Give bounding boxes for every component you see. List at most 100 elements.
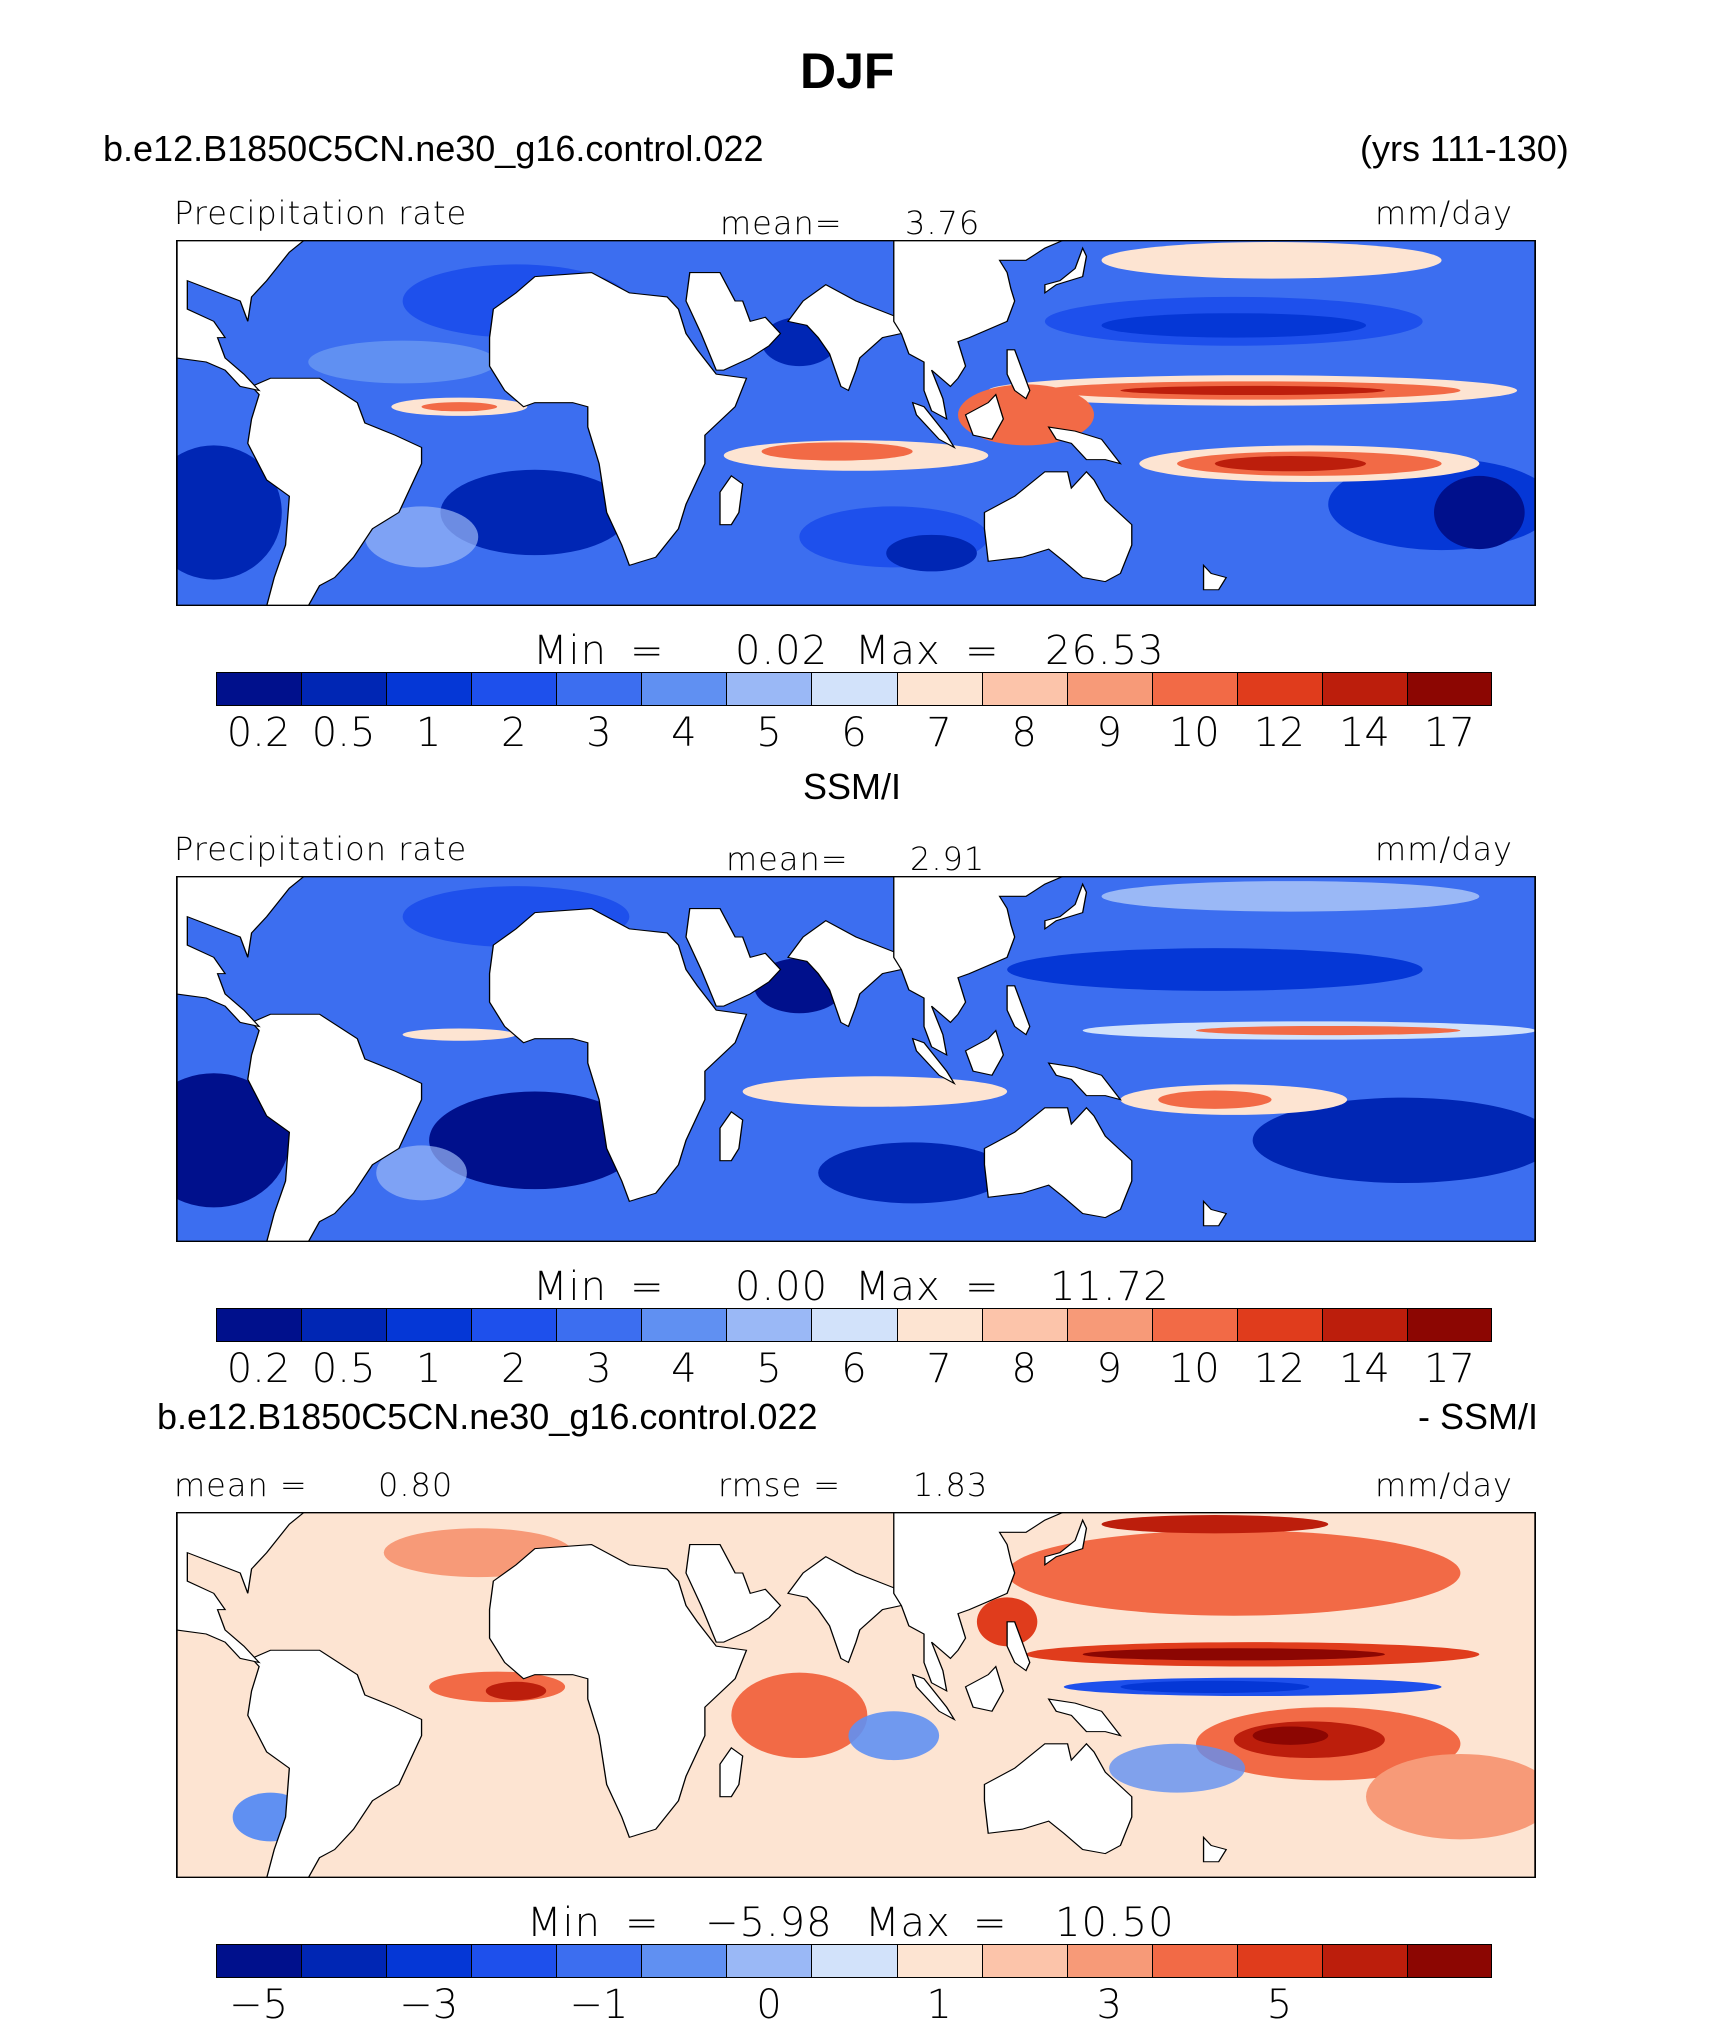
panel3-colorbar: [216, 1944, 1492, 1978]
land-newZealand: [1202, 1199, 1228, 1227]
land-borneo: [964, 1029, 1005, 1076]
land-australia: [983, 470, 1133, 583]
colorbar-swatch: [556, 1308, 642, 1342]
panel1-variable: Precipitation rate: [174, 194, 468, 232]
colorbar-swatch: [896, 1308, 982, 1342]
colorbar-tick-label: 9: [1096, 1346, 1122, 1392]
diff-region: [1366, 1753, 1536, 1840]
colorbar-swatch: [1321, 672, 1407, 706]
colorbar-tick-label: 8: [1011, 1346, 1037, 1392]
colorbar-swatch: [1236, 1944, 1322, 1978]
panel2-case-name: SSM/I: [803, 766, 902, 807]
panel2-colorbar: [216, 1308, 1492, 1342]
panel3-max-label: Max: [865, 1900, 951, 1946]
colorbar-swatch: [301, 1308, 387, 1342]
indian-convergence: [761, 442, 913, 461]
land-philippines: [1006, 985, 1031, 1036]
colorbar-swatch: [1321, 1944, 1407, 1978]
itcz: [1196, 1025, 1461, 1036]
colorbar-swatch: [981, 1308, 1067, 1342]
panel3-minus-label: - SSM/I: [1418, 1396, 1539, 1437]
colorbar-swatch: [471, 1308, 557, 1342]
diff-region: [485, 1681, 547, 1701]
colorbar-tick-label: 4: [671, 710, 697, 756]
colorbar-swatch: [1406, 1944, 1492, 1978]
colorbar-tick-label: 0.5: [311, 710, 376, 756]
dry-zone: [176, 445, 282, 580]
land-sumatra: [911, 1037, 956, 1085]
dry-zone: [429, 1091, 641, 1190]
land-southAmerica: [247, 1649, 423, 1878]
colorbar-tick-label: 6: [841, 1346, 867, 1392]
colorbar-swatch: [301, 1944, 387, 1978]
panel2-max-label: Max: [855, 1264, 941, 1310]
land-japan: [1044, 246, 1088, 295]
colorbar-tick-label: 3: [586, 710, 612, 756]
colorbar-swatch: [981, 1944, 1067, 1978]
colorbar-tick-label: 14: [1338, 710, 1390, 756]
dry-zone: [1007, 948, 1423, 991]
colorbar-tick-label: −3: [399, 1982, 459, 2028]
colorbar-swatch: [726, 1944, 812, 1978]
colorbar-swatch: [641, 1944, 727, 1978]
colorbar-swatch: [556, 672, 642, 706]
colorbar-swatch: [1236, 1308, 1322, 1342]
panel3-max-eq: =: [973, 1900, 1008, 1946]
dry-zone: [176, 1073, 290, 1208]
panel2-min-value: 0.00: [735, 1264, 829, 1310]
diff-region: [1101, 1515, 1329, 1534]
diff-region: [1109, 1743, 1246, 1793]
colorbar-tick-label: 5: [756, 1346, 782, 1392]
panel3-min-eq: =: [625, 1900, 660, 1946]
colorbar-swatch: [1406, 672, 1492, 706]
atlantic-itcz: [402, 1028, 516, 1041]
panel1-min-label: Min: [533, 628, 607, 674]
colorbar-swatch: [1066, 672, 1152, 706]
colorbar-tick-label: −1: [569, 1982, 629, 2028]
colorbar-swatch: [471, 1944, 557, 1978]
land-japan: [1044, 1518, 1088, 1567]
colorbar-swatch: [216, 1944, 302, 1978]
colorbar-swatch: [981, 672, 1067, 706]
colorbar-tick-label: 3: [1096, 1982, 1122, 2028]
land-newGuinea: [1047, 1062, 1122, 1101]
colorbar-tick-label: 12: [1253, 710, 1305, 756]
land-madagascar: [719, 1747, 744, 1798]
colorbar-tick-label: 10: [1168, 1346, 1220, 1392]
colorbar-tick-label: 0.2: [226, 1346, 291, 1392]
storm-track: [1101, 881, 1480, 912]
panel1-max-label: Max: [855, 628, 941, 674]
colorbar-tick-label: 17: [1424, 710, 1475, 756]
colorbar-tick-label: 2: [500, 1346, 527, 1392]
colorbar-swatch: [1406, 1308, 1492, 1342]
colorbar-swatch: [386, 1944, 472, 1978]
colorbar-swatch: [556, 1944, 642, 1978]
land-philippines: [1006, 349, 1031, 400]
colorbar-tick-label: 17: [1424, 1346, 1475, 1392]
panel1-map: [176, 240, 1536, 606]
land-northAmerica: [176, 240, 306, 392]
panel1-case-name: b.e12.B1850C5CN.ne30_g16.control.022: [103, 128, 764, 169]
field-region: [364, 506, 479, 568]
land-borneo: [964, 393, 1005, 440]
colorbar-swatch: [1321, 1308, 1407, 1342]
colorbar-swatch: [811, 672, 897, 706]
colorbar-swatch: [726, 1308, 812, 1342]
panel3-mean-label: mean =: [174, 1466, 308, 1504]
colorbar-tick-label: 12: [1253, 1346, 1305, 1392]
land-seAsia: [893, 240, 1065, 421]
panel2-units: mm/day: [1375, 830, 1513, 868]
itcz: [1120, 385, 1385, 396]
field-region: [308, 340, 498, 384]
land-madagascar: [719, 475, 744, 526]
panel1-max-eq: =: [965, 628, 1000, 674]
land-arabia: [685, 907, 782, 1007]
colorbar-swatch: [1066, 1944, 1152, 1978]
colorbar-tick-label: 14: [1338, 1346, 1390, 1392]
map-frame: [176, 240, 1536, 606]
colorbar-swatch: [1151, 1944, 1237, 1978]
panel1-units: mm/day: [1375, 194, 1513, 232]
colorbar-tick-label: 7: [926, 1346, 952, 1392]
land-newZealand: [1202, 1835, 1228, 1863]
panel3-min-value: −5.98: [705, 1900, 833, 1946]
